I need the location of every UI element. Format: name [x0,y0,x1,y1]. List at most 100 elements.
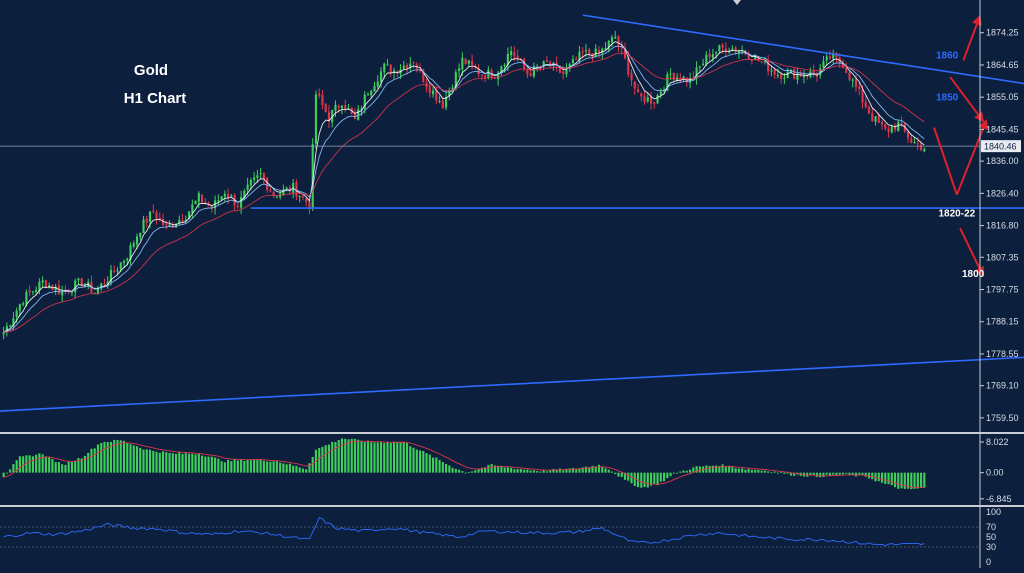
candle [565,63,568,78]
forecast-arrow [959,227,984,278]
candle [344,99,347,113]
forecast-arrow [962,14,982,61]
macd-bar [106,442,109,473]
macd-bar [601,466,604,473]
candle [506,47,509,72]
candle [786,67,789,79]
macd-bar [396,442,399,473]
candle [389,64,392,78]
macd-bar [454,468,457,473]
scroll-marker-icon[interactable] [733,0,741,5]
candle [848,71,851,82]
candle [386,59,389,66]
rsi-tick-label: 50 [986,532,996,542]
macd-bar [562,470,565,473]
candle [383,62,386,79]
y-axis-labels: 1874.25 1864.65 1855.05 1845.45 1836.00 1826.… [980,28,1021,567]
macd-bar [861,472,864,476]
trendline-resistance[interactable] [582,14,1024,87]
candle [910,133,913,144]
candle [825,53,828,66]
macd-bar [142,449,145,473]
macd-bar [578,468,581,473]
forecast-arrow [949,76,985,123]
macd-bar [679,471,682,473]
macd-tick-label: -6.845 [986,494,1012,504]
price-tick-label: 1788.15 [986,317,1019,327]
candle [575,56,578,61]
macd-bar [61,464,64,473]
macd-bar [18,456,21,473]
macd-bar [93,448,96,473]
candle [532,62,535,79]
macd-bar [838,472,841,475]
macd-bar [259,459,262,473]
candle [718,44,721,54]
macd-bar [57,462,60,473]
macd-bar [350,438,353,473]
macd-bar [903,472,906,489]
candle [201,194,204,204]
macd-bar [832,472,835,475]
macd-bar [828,472,832,476]
candle [793,68,796,80]
level-label: 1800 [962,269,985,280]
macd-bar [399,442,402,473]
candle [148,210,152,229]
macd-bar [324,445,327,473]
candle [61,285,64,303]
candle [409,57,412,73]
candle [880,119,884,130]
macd-bar [793,472,796,476]
candle [747,51,750,60]
macd-bar [623,472,627,480]
candle [191,199,194,219]
macd-bar [331,441,334,473]
candle [903,122,906,134]
price-tick-label: 1769.10 [986,381,1019,391]
macd-bar [292,465,295,473]
macd-bar [269,461,272,473]
macd-bar [754,469,757,473]
macd-bar [262,460,265,473]
macd-bar [295,465,298,473]
price-tick-label: 1816.80 [986,221,1019,231]
candle [649,91,653,110]
macd-bar [44,456,47,473]
macd-bar [272,461,275,473]
macd-bar [458,469,461,473]
macd-bar [445,463,448,473]
macd-bar [214,457,217,473]
candle [301,194,304,201]
macd-bar [28,455,31,473]
candle [262,172,265,185]
trendline-long-term[interactable] [0,346,1024,412]
macd-bar [640,472,643,488]
candle [31,290,34,296]
candle [767,55,770,76]
macd-bar [770,472,773,474]
macd-bar [893,472,897,488]
candle [357,105,360,121]
candle [158,212,161,222]
macd-bar [711,465,714,473]
candle [448,87,451,101]
macd-bar [858,472,861,475]
macd-bar [506,467,509,473]
macd-bar [412,447,415,473]
forecast-arrow [955,118,988,196]
macd-bar [422,451,425,473]
macd-bar [197,453,200,473]
candle [604,42,607,50]
candle [41,276,44,287]
candle [373,81,376,92]
candle [412,61,415,69]
candle [630,69,633,86]
macd-bar [597,464,601,473]
candle [334,100,337,117]
macd-bar [584,466,588,473]
candle [70,291,74,297]
candle [471,54,474,70]
macd-bar [610,471,614,473]
